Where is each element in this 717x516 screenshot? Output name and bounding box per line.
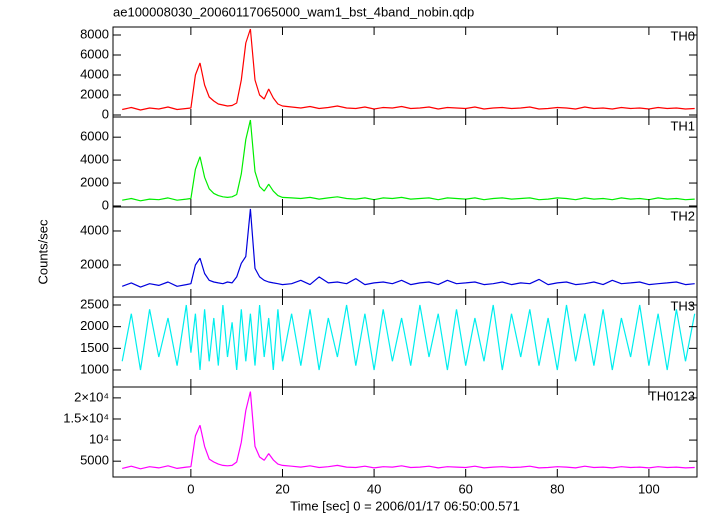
panel-frame <box>112 386 698 478</box>
y-tick-label: 4000 <box>80 222 109 237</box>
y-tick-label: 2500 <box>80 296 109 311</box>
x-tick-label: 40 <box>367 481 381 496</box>
y-tick-label: 2000 <box>80 174 109 189</box>
light-curve <box>122 119 695 202</box>
y-tick-label: 8000 <box>80 26 109 41</box>
y-tick-label: 2×10⁴ <box>74 389 109 404</box>
y-tick-label: 2000 <box>80 86 109 101</box>
panel-label: TH1 <box>670 118 695 133</box>
panel-label: TH0123 <box>649 388 695 403</box>
y-tick-label: 6000 <box>80 129 109 144</box>
y-tick-label: 1000 <box>80 361 109 376</box>
y-tick-label: 0 <box>102 197 109 212</box>
panel-frame <box>112 296 698 388</box>
x-tick-label: 100 <box>638 481 660 496</box>
y-tick-label: 0 <box>102 106 109 121</box>
y-tick-label: 4000 <box>80 152 109 167</box>
light-curve <box>122 28 695 111</box>
y-tick-label: 5000 <box>80 453 109 468</box>
y-tick-label: 2000 <box>80 318 109 333</box>
x-tick-label: 0 <box>187 481 194 496</box>
panel-label: TH0 <box>670 28 695 43</box>
y-tick-label: 10⁴ <box>89 432 109 447</box>
panel-label: TH3 <box>670 298 695 313</box>
y-tick-label: 4000 <box>80 66 109 81</box>
x-tick-label: 60 <box>458 481 472 496</box>
x-tick-label: 20 <box>275 481 289 496</box>
x-tick-label: 80 <box>550 481 564 496</box>
y-tick-label: 2000 <box>80 256 109 271</box>
y-tick-label: 1.5×10⁴ <box>63 410 109 425</box>
y-tick-label: 6000 <box>80 46 109 61</box>
panel-label: TH2 <box>670 208 695 223</box>
y-axis-label: Counts/sec <box>35 219 50 285</box>
light-curve <box>122 391 695 470</box>
light-curve <box>121 208 695 288</box>
y-tick-label: 1500 <box>80 340 109 355</box>
panel-frame <box>112 26 698 118</box>
x-axis-label: Time [sec] 0 = 2006/01/17 06:50:00.571 <box>290 498 520 513</box>
chart-title: ae100008030_20060117065000_wam1_bst_4ban… <box>113 4 474 19</box>
light-curve <box>121 304 696 371</box>
panel-frame <box>112 206 698 298</box>
